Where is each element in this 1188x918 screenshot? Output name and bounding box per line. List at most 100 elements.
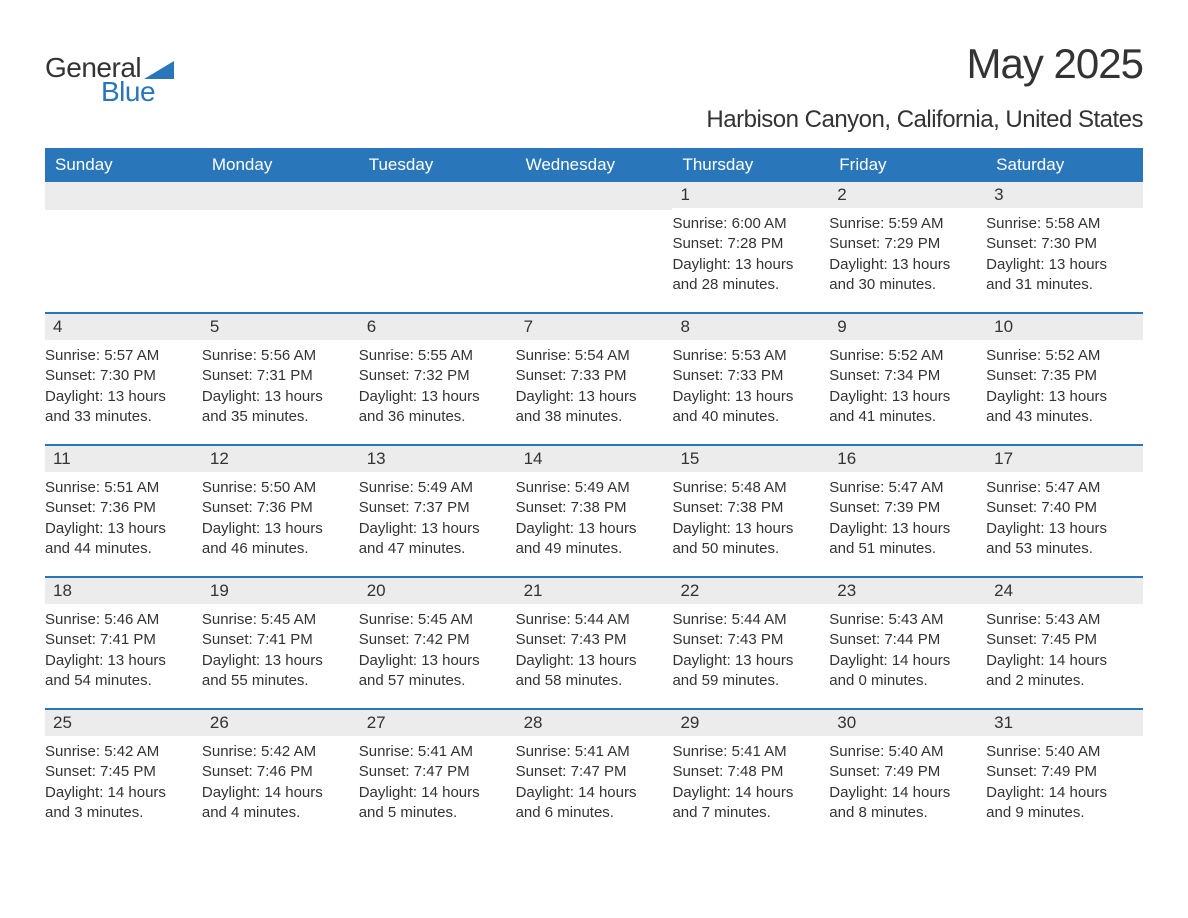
day-daylight2: and 46 minutes. — [202, 539, 351, 559]
day-sunrise: Sunrise: 5:57 AM — [45, 346, 194, 366]
day-sunset: Sunset: 7:36 PM — [45, 498, 194, 518]
day-daylight1: Daylight: 14 hours — [516, 783, 665, 803]
day-cell: 6Sunrise: 5:55 AMSunset: 7:32 PMDaylight… — [359, 314, 516, 444]
day-sunset: Sunset: 7:48 PM — [672, 762, 821, 782]
day-daylight2: and 35 minutes. — [202, 407, 351, 427]
day-sunset: Sunset: 7:47 PM — [516, 762, 665, 782]
day-cell: 8Sunrise: 5:53 AMSunset: 7:33 PMDaylight… — [672, 314, 829, 444]
day-sunrise: Sunrise: 5:41 AM — [672, 742, 821, 762]
day-daylight1: Daylight: 13 hours — [202, 651, 351, 671]
day-cell: 2Sunrise: 5:59 AMSunset: 7:29 PMDaylight… — [829, 182, 986, 312]
day-daylight2: and 7 minutes. — [672, 803, 821, 823]
day-sunrise: Sunrise: 5:42 AM — [45, 742, 194, 762]
empty-day-number — [45, 182, 202, 210]
day-content: Sunrise: 5:52 AMSunset: 7:35 PMDaylight:… — [986, 340, 1143, 437]
day-number: 30 — [829, 710, 986, 736]
day-daylight1: Daylight: 13 hours — [986, 519, 1135, 539]
day-daylight1: Daylight: 13 hours — [516, 519, 665, 539]
day-content: Sunrise: 5:47 AMSunset: 7:40 PMDaylight:… — [986, 472, 1143, 569]
day-content: Sunrise: 5:44 AMSunset: 7:43 PMDaylight:… — [516, 604, 673, 701]
day-number: 26 — [202, 710, 359, 736]
day-number: 31 — [986, 710, 1143, 736]
title-block: May 2025 Harbison Canyon, California, Un… — [706, 40, 1143, 134]
day-sunrise: Sunrise: 5:52 AM — [986, 346, 1135, 366]
day-sunset: Sunset: 7:38 PM — [516, 498, 665, 518]
day-cell: 17Sunrise: 5:47 AMSunset: 7:40 PMDayligh… — [986, 446, 1143, 576]
day-cell: 4Sunrise: 5:57 AMSunset: 7:30 PMDaylight… — [45, 314, 202, 444]
day-sunrise: Sunrise: 5:46 AM — [45, 610, 194, 630]
day-sunset: Sunset: 7:31 PM — [202, 366, 351, 386]
day-content: Sunrise: 5:41 AMSunset: 7:47 PMDaylight:… — [359, 736, 516, 833]
day-content: Sunrise: 5:49 AMSunset: 7:38 PMDaylight:… — [516, 472, 673, 569]
day-cell: 10Sunrise: 5:52 AMSunset: 7:35 PMDayligh… — [986, 314, 1143, 444]
day-sunrise: Sunrise: 5:49 AM — [359, 478, 508, 498]
day-number: 18 — [45, 578, 202, 604]
day-number: 11 — [45, 446, 202, 472]
day-daylight1: Daylight: 14 hours — [359, 783, 508, 803]
day-daylight2: and 30 minutes. — [829, 275, 978, 295]
day-cell: 11Sunrise: 5:51 AMSunset: 7:36 PMDayligh… — [45, 446, 202, 576]
day-daylight1: Daylight: 13 hours — [359, 651, 508, 671]
week-row: 11Sunrise: 5:51 AMSunset: 7:36 PMDayligh… — [45, 444, 1143, 576]
empty-day-number — [516, 182, 673, 210]
day-content: Sunrise: 5:51 AMSunset: 7:36 PMDaylight:… — [45, 472, 202, 569]
day-content: Sunrise: 5:57 AMSunset: 7:30 PMDaylight:… — [45, 340, 202, 437]
day-content: Sunrise: 5:42 AMSunset: 7:45 PMDaylight:… — [45, 736, 202, 833]
day-content: Sunrise: 5:54 AMSunset: 7:33 PMDaylight:… — [516, 340, 673, 437]
day-sunset: Sunset: 7:42 PM — [359, 630, 508, 650]
empty-cell — [202, 182, 359, 312]
dow-wednesday: Wednesday — [516, 148, 673, 182]
day-daylight2: and 3 minutes. — [45, 803, 194, 823]
day-number: 24 — [986, 578, 1143, 604]
day-daylight1: Daylight: 13 hours — [202, 387, 351, 407]
day-daylight1: Daylight: 14 hours — [829, 783, 978, 803]
day-number: 4 — [45, 314, 202, 340]
day-daylight2: and 49 minutes. — [516, 539, 665, 559]
day-sunset: Sunset: 7:49 PM — [829, 762, 978, 782]
day-sunset: Sunset: 7:35 PM — [986, 366, 1135, 386]
day-cell: 14Sunrise: 5:49 AMSunset: 7:38 PMDayligh… — [516, 446, 673, 576]
day-content: Sunrise: 5:48 AMSunset: 7:38 PMDaylight:… — [672, 472, 829, 569]
day-daylight2: and 50 minutes. — [672, 539, 821, 559]
day-sunset: Sunset: 7:46 PM — [202, 762, 351, 782]
day-content: Sunrise: 5:43 AMSunset: 7:44 PMDaylight:… — [829, 604, 986, 701]
day-content: Sunrise: 6:00 AMSunset: 7:28 PMDaylight:… — [672, 208, 829, 305]
day-number: 21 — [516, 578, 673, 604]
day-cell: 25Sunrise: 5:42 AMSunset: 7:45 PMDayligh… — [45, 710, 202, 840]
day-sunset: Sunset: 7:45 PM — [986, 630, 1135, 650]
logo-triangle-icon — [144, 61, 174, 84]
day-content: Sunrise: 5:58 AMSunset: 7:30 PMDaylight:… — [986, 208, 1143, 305]
day-sunset: Sunset: 7:47 PM — [359, 762, 508, 782]
day-number: 5 — [202, 314, 359, 340]
day-daylight2: and 43 minutes. — [986, 407, 1135, 427]
day-sunrise: Sunrise: 6:00 AM — [672, 214, 821, 234]
day-sunrise: Sunrise: 5:44 AM — [516, 610, 665, 630]
day-sunset: Sunset: 7:37 PM — [359, 498, 508, 518]
day-number: 23 — [829, 578, 986, 604]
day-sunrise: Sunrise: 5:55 AM — [359, 346, 508, 366]
location-subtitle: Harbison Canyon, California, United Stat… — [706, 106, 1143, 134]
day-cell: 12Sunrise: 5:50 AMSunset: 7:36 PMDayligh… — [202, 446, 359, 576]
day-daylight2: and 4 minutes. — [202, 803, 351, 823]
day-sunrise: Sunrise: 5:51 AM — [45, 478, 194, 498]
week-row: 1Sunrise: 6:00 AMSunset: 7:28 PMDaylight… — [45, 182, 1143, 312]
day-sunset: Sunset: 7:33 PM — [672, 366, 821, 386]
day-number: 7 — [516, 314, 673, 340]
day-number: 27 — [359, 710, 516, 736]
day-sunrise: Sunrise: 5:40 AM — [829, 742, 978, 762]
day-sunset: Sunset: 7:34 PM — [829, 366, 978, 386]
day-content: Sunrise: 5:49 AMSunset: 7:37 PMDaylight:… — [359, 472, 516, 569]
day-cell: 7Sunrise: 5:54 AMSunset: 7:33 PMDaylight… — [516, 314, 673, 444]
empty-cell — [359, 182, 516, 312]
day-daylight1: Daylight: 13 hours — [829, 519, 978, 539]
day-daylight1: Daylight: 13 hours — [359, 519, 508, 539]
day-daylight1: Daylight: 13 hours — [672, 387, 821, 407]
day-daylight2: and 6 minutes. — [516, 803, 665, 823]
day-sunrise: Sunrise: 5:48 AM — [672, 478, 821, 498]
day-content: Sunrise: 5:45 AMSunset: 7:42 PMDaylight:… — [359, 604, 516, 701]
day-number: 8 — [672, 314, 829, 340]
day-cell: 3Sunrise: 5:58 AMSunset: 7:30 PMDaylight… — [986, 182, 1143, 312]
day-daylight2: and 55 minutes. — [202, 671, 351, 691]
header: General Blue May 2025 Harbison Canyon, C… — [45, 40, 1143, 134]
day-daylight2: and 5 minutes. — [359, 803, 508, 823]
